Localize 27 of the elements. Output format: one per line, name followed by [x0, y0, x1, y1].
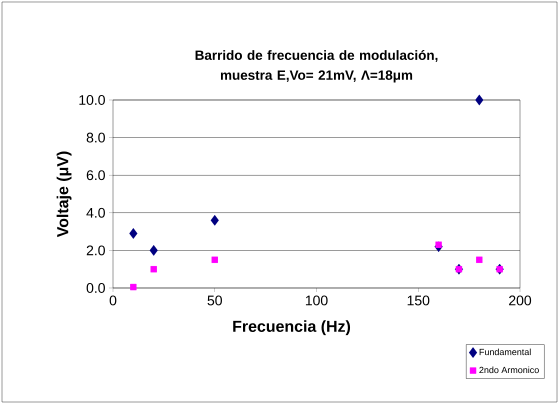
point: [210, 214, 219, 226]
point: [129, 228, 138, 239]
point: [130, 284, 137, 290]
y-axis-title: Voltaje (μV): [56, 152, 72, 238]
x-axis-title: Frecuencia (Hz): [233, 320, 350, 336]
y-tick-label: 0.0: [86, 283, 105, 293]
point: [496, 266, 503, 272]
legend-label: 2ndo Armonico: [479, 366, 539, 374]
point: [150, 266, 157, 272]
x-tick-label: 150: [408, 296, 430, 306]
point: [456, 266, 462, 272]
chart-title: Barrido de frecuencia de modulación, muestra E,Vo= 21mV, Λ=18μm: [196, 50, 438, 82]
x-tick-label: 0: [110, 296, 116, 306]
x-tick-label: 50: [208, 296, 222, 306]
y-tick-label: 4.0: [86, 208, 105, 218]
x-tick-label: 100: [306, 296, 328, 306]
x-tick-label: 200: [509, 296, 532, 306]
y-tick-label: 10.0: [79, 95, 105, 105]
point: [150, 245, 158, 256]
point: [212, 256, 218, 263]
y-tick-label: 2.0: [86, 245, 105, 256]
legend-label: Fundamental: [480, 348, 531, 356]
point: [475, 94, 484, 106]
y-tick-label: 8.0: [86, 132, 105, 143]
y-tick-label: 6.0: [86, 170, 105, 180]
point: [435, 242, 442, 248]
point: [476, 256, 483, 263]
